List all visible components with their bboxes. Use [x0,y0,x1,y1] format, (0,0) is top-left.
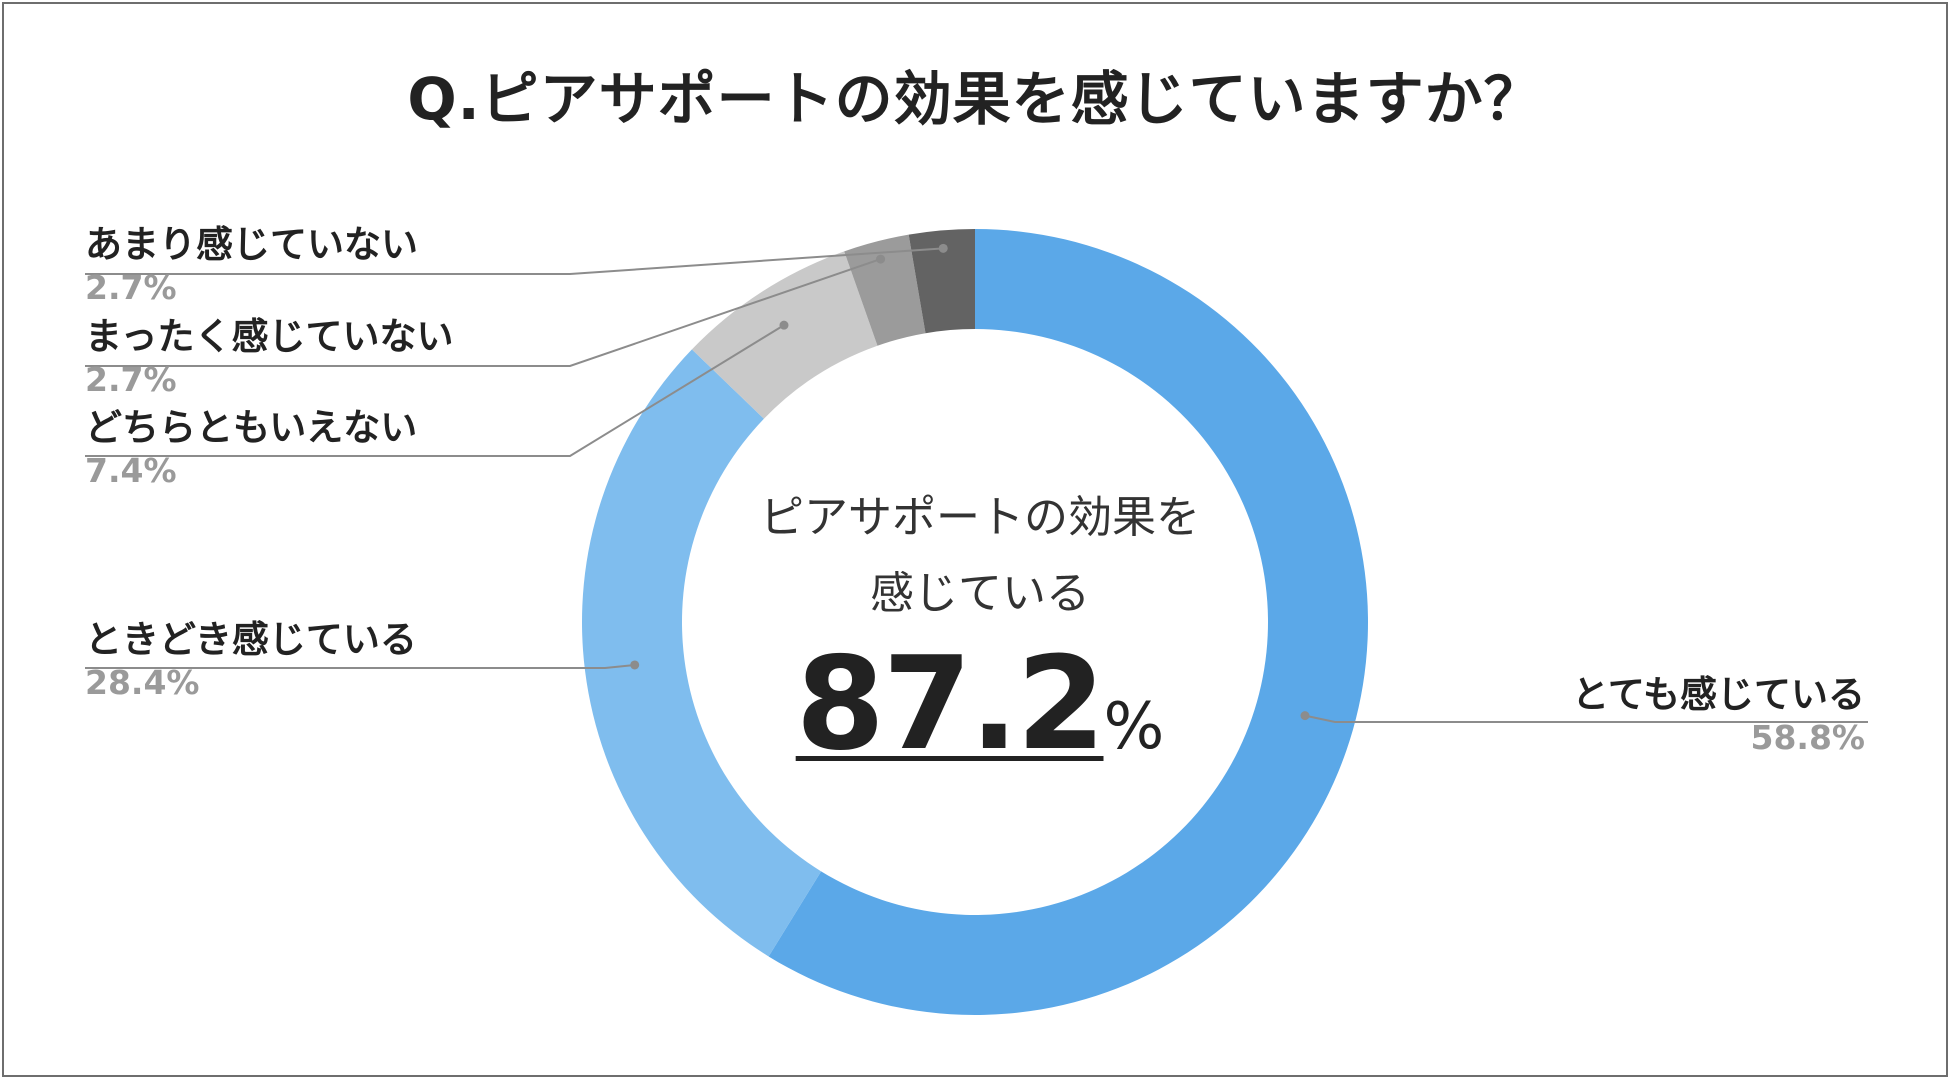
leader-dot [779,320,789,330]
slice-label: まったく感じていない [85,315,454,358]
center-total-number: 87.2 [795,630,1106,779]
label-tokidoki: ときどき感じている 28.4% [85,617,417,703]
slice-amari [908,229,975,334]
leader-line [85,324,785,457]
chart-title: Q.ピアサポートの効果を感じていますか？ [407,65,1543,133]
leader-line [85,663,635,669]
slice-label: あまり感じていない [85,223,418,266]
label-dochira: どちらともいえない 7.4% [85,405,417,491]
slice-value: 2.7% [85,268,177,307]
center-total-unit: % [1103,690,1165,764]
slice-label: どちらともいえない [85,406,418,449]
slice-dochira [691,251,878,419]
slice-value: 2.7% [85,360,177,399]
slice-value: 58.8% [1750,718,1866,757]
slice-value: 28.4% [85,663,200,702]
slice-totemo [768,229,1368,1015]
center-caption-line1: ピアサポートの効果を [760,492,1200,543]
leader-dot [938,243,948,253]
leader-dot [630,660,640,670]
leader-dot [876,254,886,264]
label-totemo: とても感じている 58.8% [1460,672,1865,758]
center-caption-line2: 感じている [870,568,1090,619]
slice-value: 7.4% [85,451,177,490]
leader-dot [1300,711,1310,721]
slice-mattaku [844,234,926,346]
slice-label: とても感じている [1571,673,1865,716]
label-mattaku: まったく感じていない 2.7% [85,314,454,400]
leader-line [85,247,944,275]
leader-line [1304,714,1868,723]
leader-line [85,258,881,367]
center-total: 87.2% [700,630,1260,779]
slice-tokidoki [581,349,822,957]
label-amari: あまり感じていない 2.7% [85,222,418,308]
slice-label: ときどき感じている [85,618,417,661]
